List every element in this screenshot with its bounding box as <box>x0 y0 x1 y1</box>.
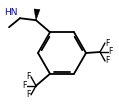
Text: F: F <box>22 81 27 90</box>
Text: F: F <box>26 72 30 81</box>
Text: HN: HN <box>5 8 18 17</box>
Text: F: F <box>26 90 30 99</box>
Polygon shape <box>34 9 40 20</box>
Text: F: F <box>106 39 110 48</box>
Text: F: F <box>106 56 110 65</box>
Text: F: F <box>109 48 113 56</box>
